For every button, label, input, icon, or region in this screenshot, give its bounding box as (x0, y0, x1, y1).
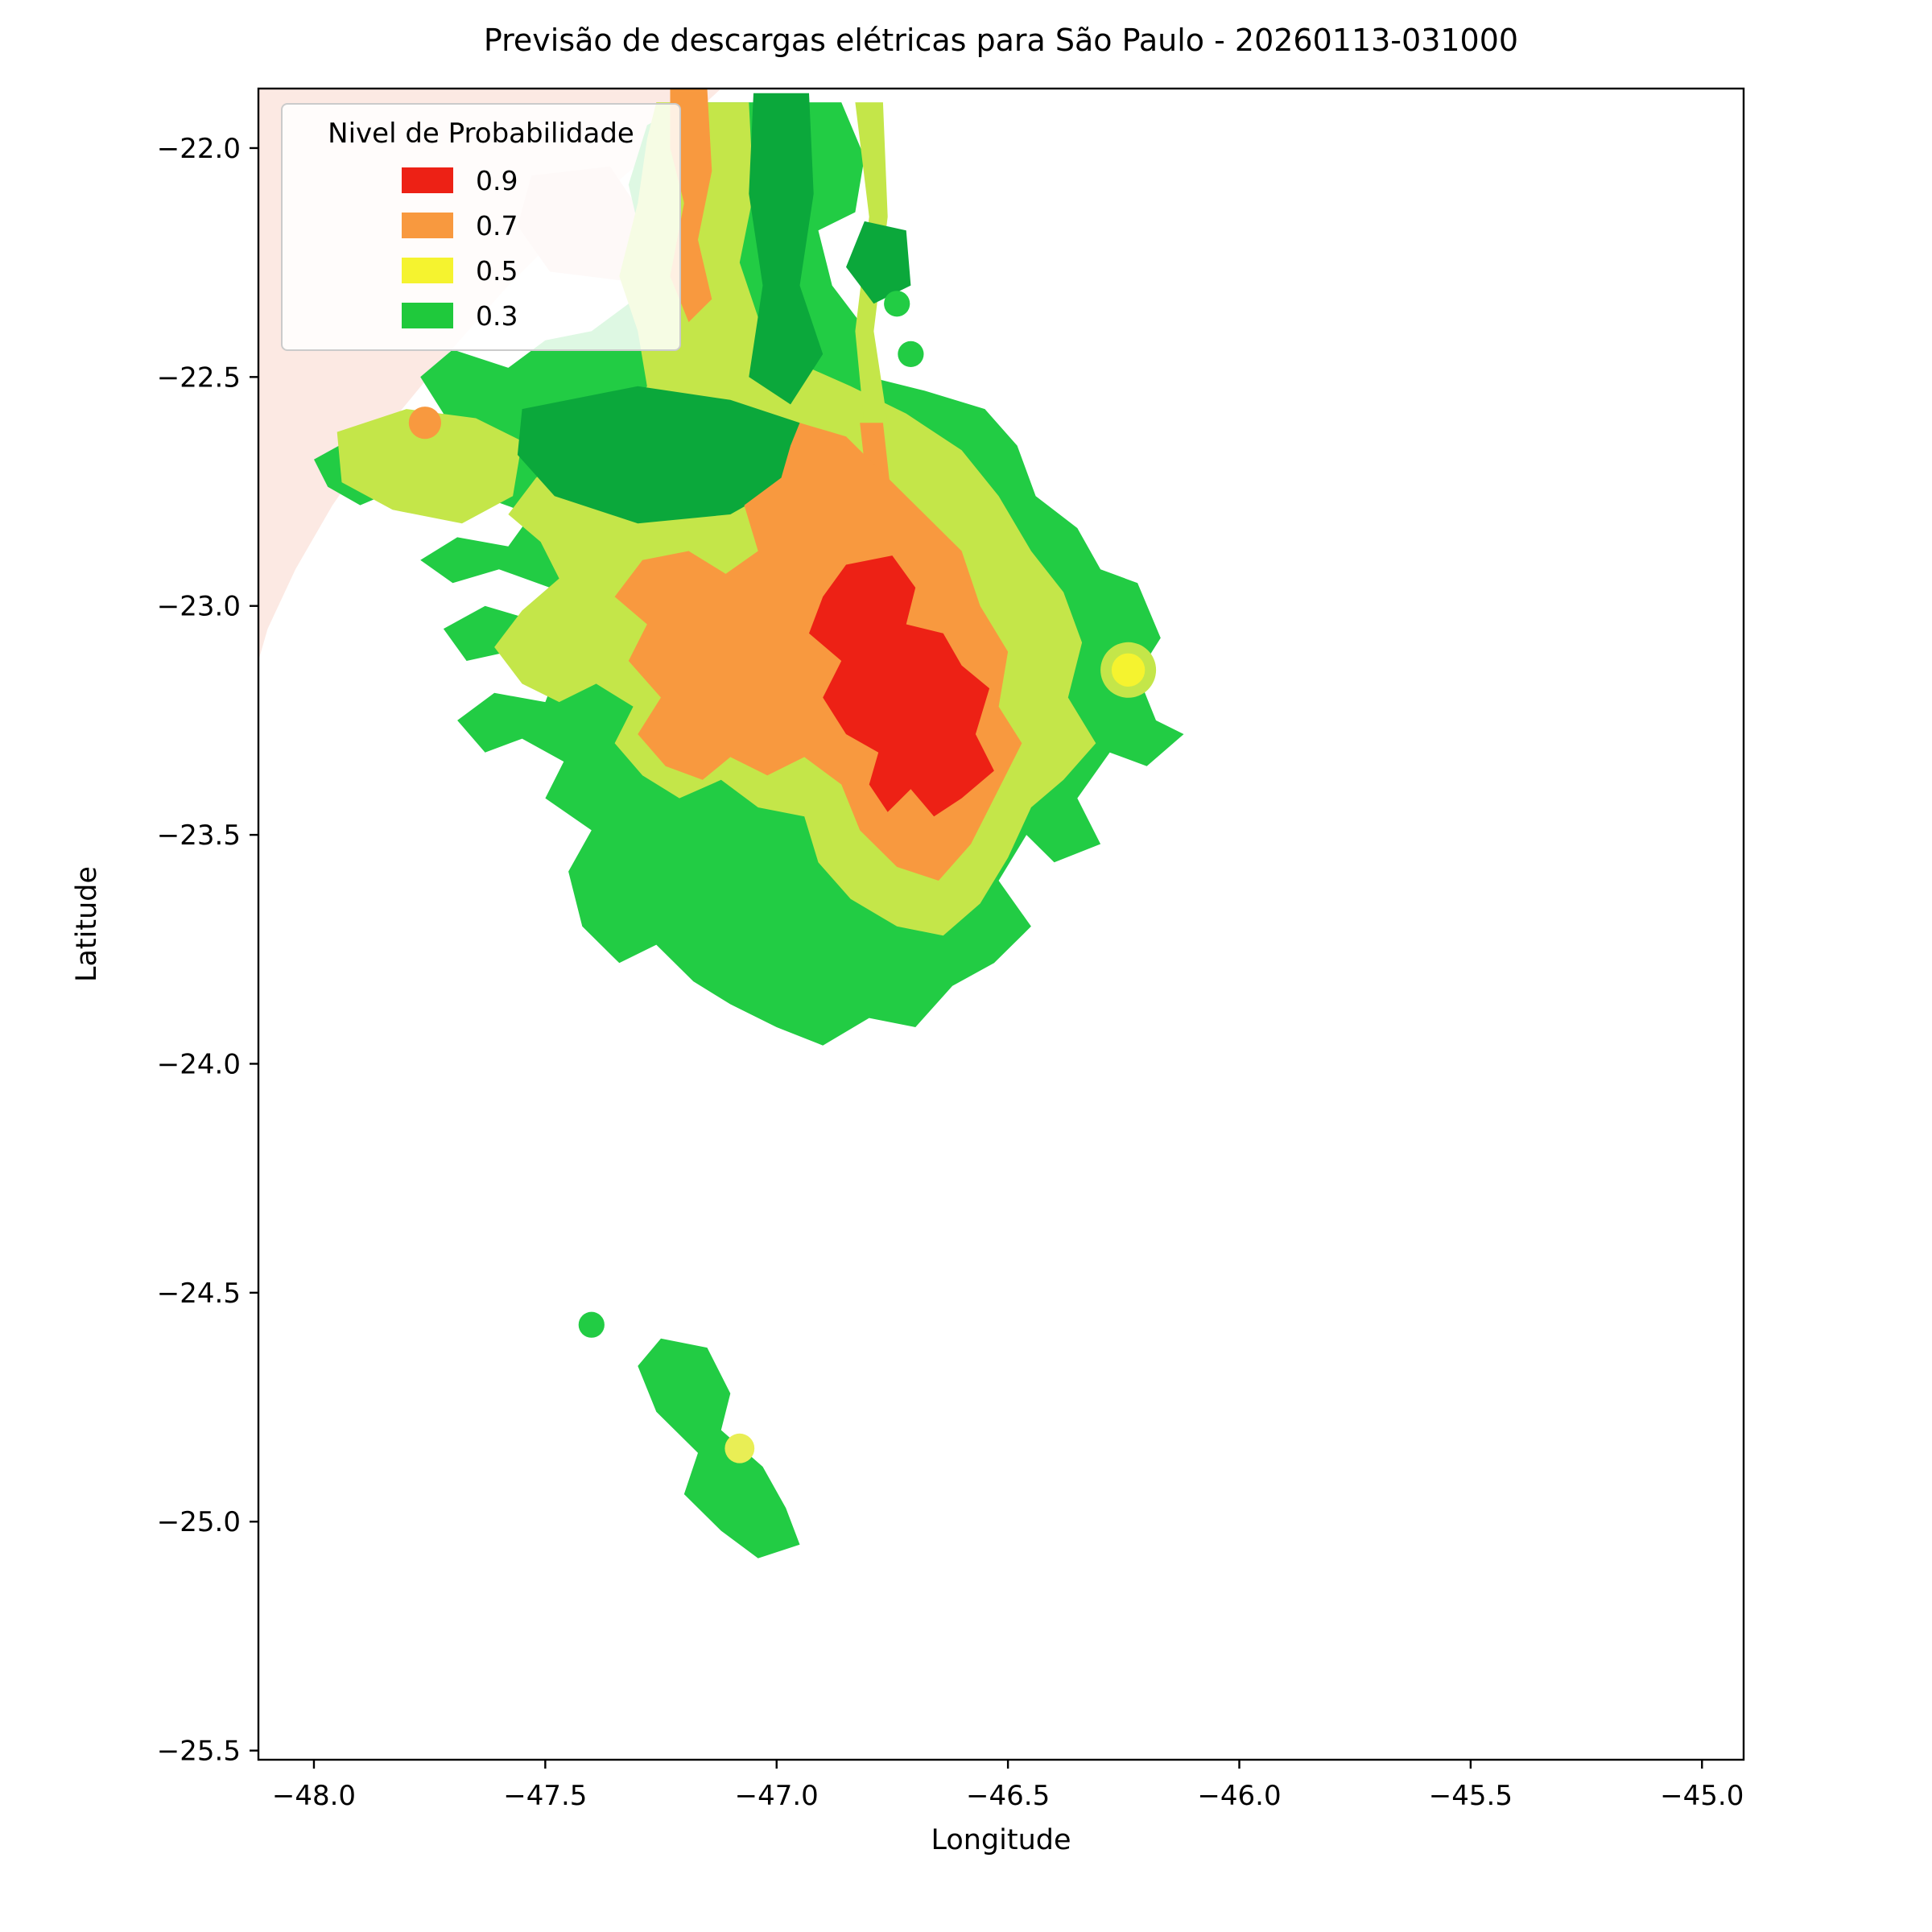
y-tick-label: −22.5 (157, 361, 241, 394)
legend-label: 0.3 (476, 299, 518, 332)
y-tick-label: −22.0 (157, 133, 241, 165)
legend-entry: 0.3 (283, 293, 679, 338)
x-tick-label: −47.5 (503, 1780, 587, 1812)
y-tick-label: −23.5 (157, 819, 241, 852)
legend-entry: 0.7 (283, 203, 679, 248)
y-axis-label: Latitude (71, 865, 103, 983)
legend-swatch (402, 213, 453, 238)
y-tick-label: −25.5 (157, 1736, 241, 1768)
legend-swatch (402, 303, 453, 328)
y-tick-label: −23.0 (157, 591, 241, 623)
legend-rows: 0.9 0.7 0.5 0.3 (283, 158, 679, 338)
legend-entry: 0.5 (283, 248, 679, 293)
y-tick-label: −24.5 (157, 1278, 241, 1310)
chart-title: Previsão de descargas elétricas para São… (483, 23, 1519, 58)
region-prob-050-west-patch (336, 409, 522, 524)
x-tick-label: −45.0 (1660, 1780, 1744, 1812)
legend-label: 0.7 (476, 209, 518, 242)
spot-orange-spot-nw (408, 407, 441, 440)
spot-green-spot-ne-2 (898, 341, 924, 367)
legend: Nivel de Probabilidade 0.9 0.7 0.5 0.3 (281, 103, 681, 351)
legend-swatch (402, 167, 453, 193)
spot-green-spot-south (578, 1311, 605, 1338)
axes-frame (257, 87, 1745, 1761)
legend-entry: 0.9 (283, 158, 679, 203)
legend-swatch (402, 258, 453, 283)
x-axis-label: Longitude (931, 1824, 1071, 1856)
x-tick-label: −45.5 (1429, 1780, 1513, 1812)
legend-label: 0.5 (476, 254, 518, 287)
spot-yellow-spot-east (1111, 653, 1146, 687)
region-prob-030-dark-patch-2 (749, 93, 824, 405)
spot-yellow-spot-south (724, 1433, 755, 1463)
region-prob-090-core (809, 555, 994, 817)
region-prob-030-south (638, 1338, 800, 1558)
legend-label: 0.9 (476, 164, 518, 196)
region-prob-030-dark-patch-3 (846, 221, 911, 304)
x-tick-label: −47.0 (735, 1780, 819, 1812)
legend-title: Nivel de Probabilidade (328, 118, 634, 150)
x-tick-label: −48.0 (272, 1780, 356, 1812)
x-tick-label: −46.5 (966, 1780, 1050, 1812)
x-tick-label: −46.0 (1197, 1780, 1281, 1812)
region-prob-030-dark-patch-1 (517, 386, 800, 524)
spot-green-spot-ne-1 (884, 291, 910, 317)
y-tick-label: −24.0 (157, 1048, 241, 1080)
y-tick-label: −25.0 (157, 1506, 241, 1538)
